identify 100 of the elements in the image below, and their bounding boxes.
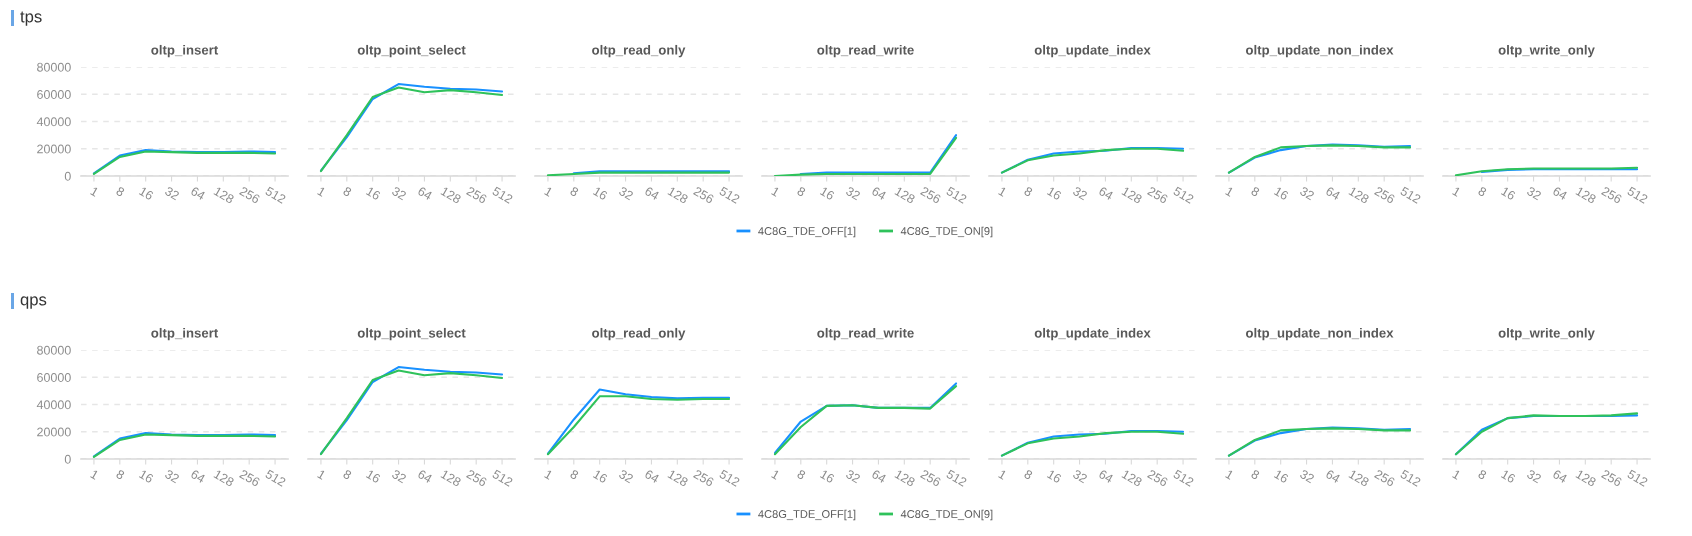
y-tick-label: 0 bbox=[64, 171, 71, 181]
x-tick-label: 128 bbox=[1575, 186, 1597, 204]
x-tick-label: 512 bbox=[491, 469, 514, 487]
x-tick-label: 512 bbox=[1172, 469, 1195, 487]
x-tick-label: 512 bbox=[1626, 469, 1649, 487]
x-tick-label: 16 bbox=[365, 186, 381, 201]
chart-title: oltp_read_only bbox=[592, 44, 686, 58]
x-tick-label: 64 bbox=[190, 469, 206, 484]
x-tick-label: 256 bbox=[466, 469, 488, 487]
x-tick-label: 16 bbox=[138, 186, 154, 201]
chart-title: oltp_read_write bbox=[817, 44, 914, 58]
x-tick-label: 512 bbox=[718, 186, 741, 204]
y-tick-label: 20000 bbox=[37, 427, 71, 437]
x-tick-label: 8 bbox=[1250, 469, 1261, 480]
x-tick-label: 128 bbox=[1575, 469, 1597, 487]
x-tick-label: 8 bbox=[115, 469, 126, 480]
x-tick-label: 1 bbox=[1225, 186, 1235, 197]
x-tick-label: 64 bbox=[1098, 469, 1114, 484]
chart-title: oltp_update_non_index bbox=[1245, 327, 1394, 341]
x-tick-label: 1 bbox=[317, 186, 327, 197]
chart-title: oltp_insert bbox=[151, 44, 219, 58]
x-tick-label: 16 bbox=[365, 469, 381, 484]
x-tick-label: 1 bbox=[90, 186, 100, 197]
x-tick-label: 1 bbox=[544, 469, 554, 480]
x-tick-label: 512 bbox=[264, 469, 287, 487]
chart-title: oltp_read_only bbox=[592, 327, 686, 341]
x-tick-label: 8 bbox=[1023, 469, 1034, 480]
x-tick-label: 32 bbox=[1526, 186, 1542, 201]
x-tick-label: 16 bbox=[1046, 469, 1062, 484]
x-tick-label: 8 bbox=[1477, 186, 1488, 197]
chart-title: oltp_write_only bbox=[1498, 44, 1595, 58]
x-tick-label: 512 bbox=[1626, 186, 1649, 204]
y-tick-label: 20000 bbox=[37, 144, 71, 154]
chart-title: oltp_insert bbox=[151, 327, 219, 341]
x-tick-label: 8 bbox=[1250, 186, 1261, 197]
x-tick-label: 32 bbox=[391, 469, 407, 484]
chart-title: oltp_update_index bbox=[1034, 44, 1151, 58]
x-tick-label: 128 bbox=[894, 186, 916, 204]
x-tick-label: 64 bbox=[1552, 186, 1568, 201]
chart-title: oltp_point_select bbox=[357, 44, 466, 58]
x-tick-label: 32 bbox=[618, 469, 634, 484]
x-tick-label: 32 bbox=[845, 469, 861, 484]
x-tick-label: 128 bbox=[1348, 469, 1370, 487]
x-tick-label: 16 bbox=[138, 469, 154, 484]
y-tick-label: 60000 bbox=[37, 373, 71, 382]
x-tick-label: 32 bbox=[1299, 186, 1315, 201]
x-tick-label: 16 bbox=[592, 469, 608, 484]
y-tick-label: 60000 bbox=[37, 90, 71, 99]
x-tick-label: 128 bbox=[894, 469, 916, 487]
x-tick-label: 64 bbox=[417, 469, 433, 484]
x-tick-label: 512 bbox=[264, 186, 287, 204]
y-tick-label: 80000 bbox=[37, 345, 71, 355]
x-tick-label: 32 bbox=[391, 186, 407, 201]
x-tick-label: 512 bbox=[491, 186, 514, 204]
chart-title: oltp_update_non_index bbox=[1245, 44, 1394, 58]
chart-title: oltp_update_index bbox=[1034, 327, 1151, 341]
x-tick-label: 8 bbox=[342, 469, 353, 480]
x-tick-label: 32 bbox=[618, 186, 634, 201]
x-tick-label: 32 bbox=[845, 186, 861, 201]
x-tick-label: 128 bbox=[213, 469, 235, 487]
x-tick-label: 128 bbox=[1121, 186, 1143, 204]
x-tick-label: 8 bbox=[115, 186, 126, 197]
text: tps bbox=[20, 11, 42, 26]
x-tick-label: 64 bbox=[871, 469, 887, 484]
x-tick-label: 256 bbox=[239, 469, 261, 487]
x-tick-label: 8 bbox=[796, 186, 807, 197]
x-tick-label: 16 bbox=[1273, 186, 1289, 201]
x-tick-label: 256 bbox=[1601, 469, 1623, 487]
x-tick-label: 256 bbox=[920, 469, 942, 487]
x-tick-label: 64 bbox=[871, 186, 887, 201]
x-tick-label: 512 bbox=[1399, 469, 1422, 487]
x-tick-label: 128 bbox=[667, 469, 689, 487]
x-tick-label: 256 bbox=[1147, 469, 1169, 487]
x-tick-label: 128 bbox=[667, 186, 689, 204]
legend-label: 4C8G_TDE_OFF[1] bbox=[758, 509, 856, 521]
x-tick-label: 1 bbox=[544, 186, 554, 197]
x-tick-label: 256 bbox=[693, 469, 715, 487]
x-tick-label: 1 bbox=[1452, 186, 1462, 197]
x-tick-label: 128 bbox=[213, 186, 235, 204]
x-tick-label: 1 bbox=[998, 469, 1008, 480]
x-tick-label: 16 bbox=[819, 186, 835, 201]
x-tick-label: 1 bbox=[771, 469, 781, 480]
x-tick-label: 8 bbox=[796, 469, 807, 480]
x-tick-label: 16 bbox=[1500, 186, 1516, 201]
legend-label: 4C8G_TDE_ON[9] bbox=[900, 226, 993, 238]
x-tick-label: 64 bbox=[417, 186, 433, 201]
x-tick-label: 16 bbox=[1500, 469, 1516, 484]
x-tick-label: 1 bbox=[1225, 469, 1235, 480]
legend-label: 4C8G_TDE_OFF[1] bbox=[758, 226, 856, 238]
x-tick-label: 256 bbox=[239, 186, 261, 204]
x-tick-label: 8 bbox=[1023, 186, 1034, 197]
x-tick-label: 64 bbox=[1325, 469, 1341, 484]
x-tick-label: 1 bbox=[90, 469, 100, 480]
x-tick-label: 512 bbox=[718, 469, 741, 487]
y-tick-label: 0 bbox=[64, 454, 71, 464]
x-tick-label: 512 bbox=[1172, 186, 1195, 204]
x-tick-label: 64 bbox=[1325, 186, 1341, 201]
y-tick-label: 80000 bbox=[37, 62, 71, 72]
x-tick-label: 16 bbox=[819, 469, 835, 484]
x-tick-label: 512 bbox=[1399, 186, 1422, 204]
